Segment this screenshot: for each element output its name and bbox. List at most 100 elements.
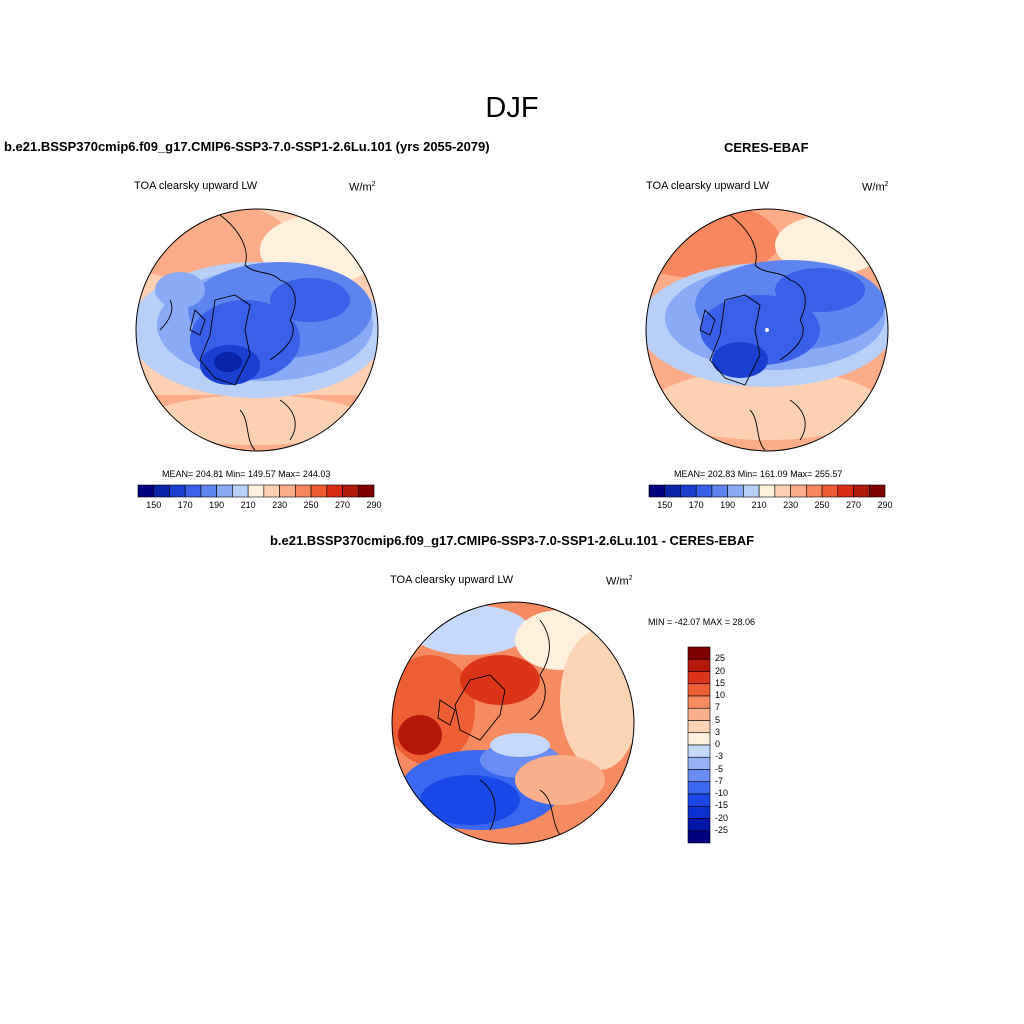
obs-panel-title: CERES-EBAF bbox=[724, 140, 809, 155]
colorbar-swatch bbox=[687, 830, 711, 844]
obs-coastlines bbox=[699, 214, 806, 451]
colorbar-swatch bbox=[687, 683, 711, 697]
colorbar-swatch bbox=[687, 695, 711, 709]
colorbar-swatch bbox=[680, 484, 697, 498]
colorbar-swatch bbox=[743, 484, 760, 498]
colorbar-swatch bbox=[648, 484, 666, 498]
colorbar-swatch bbox=[357, 484, 375, 498]
diff-panel-title: b.e21.BSSP370cmip6.f09_g17.CMIP6-SSP3-7.… bbox=[269, 533, 755, 548]
colorbar-swatch bbox=[664, 484, 681, 498]
colorbar-tick-label: 170 bbox=[177, 500, 193, 510]
colorbar-tick-label: 25 bbox=[715, 653, 726, 664]
colorbar-swatch bbox=[342, 484, 359, 498]
colorbar-swatch bbox=[295, 484, 312, 498]
model-polar-map bbox=[136, 209, 378, 451]
colorbar-tick-label: 190 bbox=[720, 500, 736, 510]
diff-coastlines bbox=[437, 619, 561, 836]
colorbar-tick-label: 270 bbox=[846, 500, 862, 510]
colorbar-swatch bbox=[247, 484, 265, 498]
colorbar-swatch bbox=[310, 484, 328, 498]
obs-colorbar bbox=[648, 484, 886, 498]
colorbar-tick-label: -25 bbox=[715, 824, 729, 835]
model-panel-title: b.e21.BSSP370cmip6.f09_g17.CMIP6-SSP3-7.… bbox=[4, 139, 490, 154]
colorbar-swatch bbox=[837, 484, 854, 498]
colorbar-swatch bbox=[806, 484, 823, 498]
colorbar-swatch bbox=[687, 781, 711, 795]
model-coastlines bbox=[159, 214, 296, 451]
colorbar-swatch bbox=[790, 484, 807, 498]
colorbar-swatch bbox=[687, 744, 711, 758]
colorbar-swatch bbox=[687, 818, 711, 832]
colorbar-swatch bbox=[232, 484, 249, 498]
colorbar-swatch bbox=[853, 484, 870, 498]
obs-polar-map bbox=[646, 209, 888, 451]
colorbar-swatch bbox=[727, 484, 744, 498]
colorbar-tick-label: 210 bbox=[240, 500, 256, 510]
colorbar-swatch bbox=[216, 484, 233, 498]
colorbar-swatch bbox=[153, 484, 170, 498]
colorbar-tick-label: 250 bbox=[814, 500, 830, 510]
colorbar-swatch bbox=[687, 671, 711, 685]
colorbar-tick-label: 7 bbox=[715, 702, 721, 713]
colorbar-tick-label: 150 bbox=[146, 500, 162, 510]
colorbar-swatch bbox=[687, 720, 711, 734]
obs-variable-label: TOA clearsky upward LW bbox=[646, 180, 770, 192]
colorbar-swatch bbox=[687, 793, 711, 807]
diff-colorbar bbox=[687, 646, 711, 844]
colorbar-tick-label: 230 bbox=[783, 500, 799, 510]
colorbar-tick-label: 290 bbox=[877, 500, 893, 510]
colorbar-tick-label: 290 bbox=[366, 500, 382, 510]
colorbar-swatch bbox=[184, 484, 202, 498]
colorbar-tick-label: 5 bbox=[715, 714, 721, 725]
colorbar-swatch bbox=[821, 484, 839, 498]
colorbar-tick-label: -10 bbox=[715, 788, 729, 798]
colorbar-swatch bbox=[687, 805, 711, 819]
obs-map-border bbox=[645, 208, 889, 452]
diff-map-border bbox=[391, 601, 635, 845]
colorbar-swatch bbox=[263, 484, 280, 498]
colorbar-swatch bbox=[687, 707, 711, 721]
figure-title: DJF bbox=[485, 92, 539, 124]
colorbar-swatch bbox=[711, 484, 728, 498]
colorbar-swatch bbox=[687, 732, 711, 746]
colorbar-tick-label: -15 bbox=[715, 800, 729, 811]
model-stats: MEAN= 204.81 Min= 149.57 Max= 244.03 bbox=[162, 469, 331, 479]
colorbar-tick-label: 210 bbox=[751, 500, 767, 510]
diff-units: W/m2 bbox=[606, 575, 633, 588]
colorbar-swatch bbox=[687, 646, 711, 660]
colorbar-tick-label: 3 bbox=[715, 726, 721, 737]
model-units: W/m2 bbox=[349, 181, 376, 194]
colorbar-tick-label: -5 bbox=[715, 763, 724, 774]
obs-units: W/m2 bbox=[862, 181, 889, 194]
colorbar-tick-label: 15 bbox=[715, 677, 726, 688]
colorbar-tick-label: 0 bbox=[715, 739, 721, 749]
colorbar-tick-label: -7 bbox=[715, 775, 724, 786]
model-variable-label: TOA clearsky upward LW bbox=[134, 180, 258, 192]
colorbar-swatch bbox=[687, 658, 711, 672]
colorbar-tick-label: 250 bbox=[303, 500, 319, 510]
diff-stats: MIN = -42.07 MAX = 28.06 bbox=[648, 617, 756, 627]
colorbar-tick-label: 190 bbox=[209, 500, 225, 510]
colorbar-tick-label: 10 bbox=[715, 690, 726, 700]
colorbar-swatch bbox=[695, 484, 713, 498]
colorbar-swatch bbox=[868, 484, 886, 498]
colorbar-tick-label: -20 bbox=[715, 812, 729, 823]
diff-variable-label: TOA clearsky upward LW bbox=[390, 574, 514, 586]
colorbar-swatch bbox=[137, 484, 155, 498]
model-colorbar bbox=[137, 484, 375, 498]
colorbar-swatch bbox=[169, 484, 186, 498]
colorbar-tick-label: 150 bbox=[657, 500, 673, 510]
model-map-border bbox=[135, 208, 379, 452]
colorbar-swatch bbox=[687, 769, 711, 783]
obs-stats: MEAN= 202.83 Min= 161.09 Max= 255.57 bbox=[674, 469, 843, 479]
colorbar-tick-label: 230 bbox=[272, 500, 288, 510]
colorbar-swatch bbox=[774, 484, 791, 498]
colorbar-swatch bbox=[687, 756, 711, 770]
diff-polar-map bbox=[392, 602, 634, 844]
colorbar-swatch bbox=[279, 484, 296, 498]
colorbar-swatch bbox=[200, 484, 217, 498]
colorbar-tick-label: 20 bbox=[715, 665, 726, 676]
colorbar-swatch bbox=[758, 484, 776, 498]
colorbar-tick-label: 170 bbox=[688, 500, 704, 510]
